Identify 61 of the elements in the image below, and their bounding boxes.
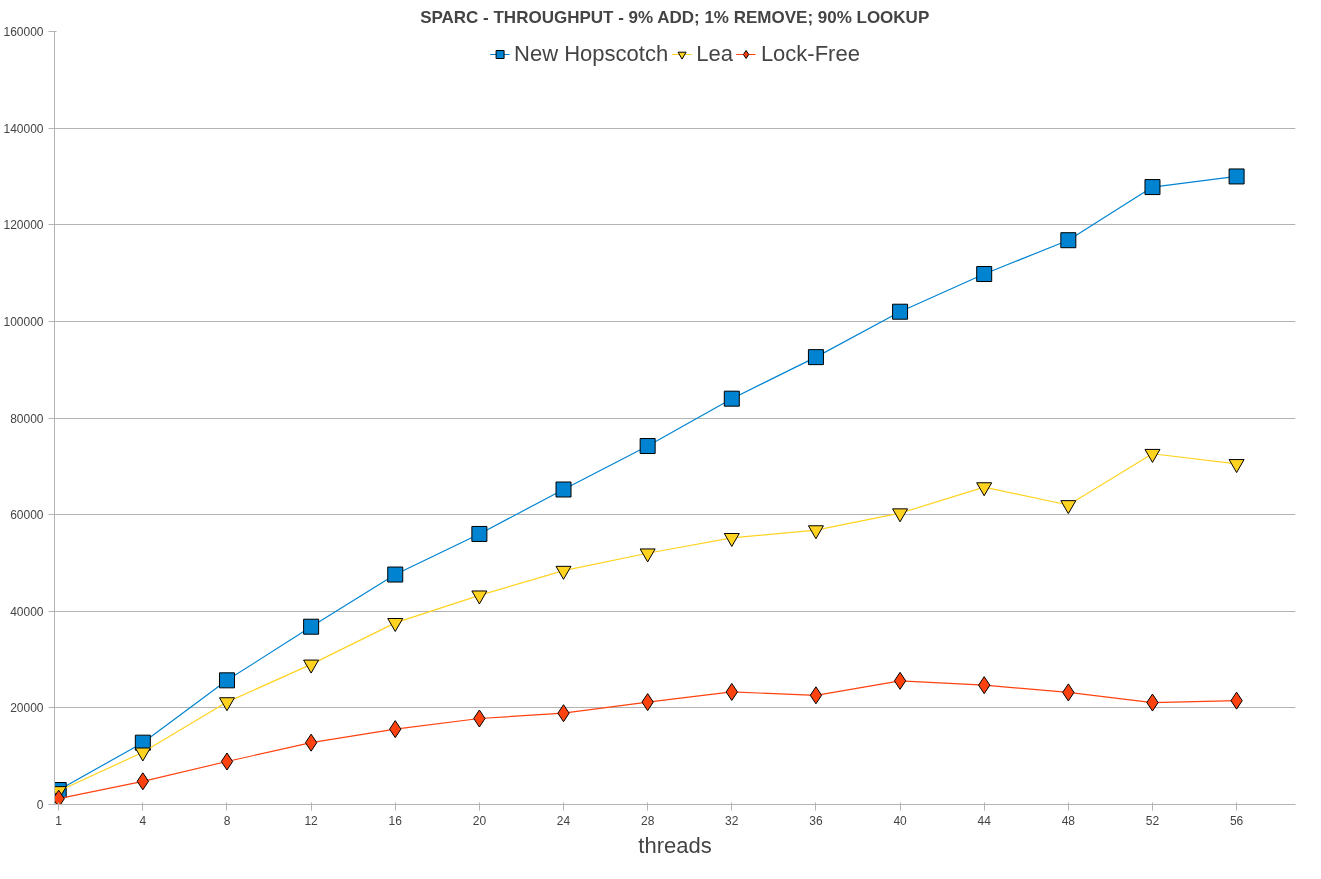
y-tick-label: 160000 [3, 25, 44, 39]
legend-label: New Hopscotch [514, 41, 669, 67]
point [220, 752, 234, 771]
x-tick-label: 28 [640, 813, 655, 828]
x-tick-label: 52 [1145, 813, 1160, 828]
point [303, 659, 320, 674]
x-tick-label: 48 [1061, 813, 1076, 828]
point [134, 747, 151, 762]
point [723, 390, 740, 407]
x-tick-label: 4 [139, 813, 147, 828]
x-tick-label: 1 [55, 813, 63, 828]
y-tick-label: 0 [36, 798, 44, 812]
point [471, 525, 488, 542]
y-tick-label: 20000 [10, 701, 44, 716]
x-axis-title: threads [638, 832, 712, 858]
x-tick-label: 8 [223, 813, 231, 828]
x-tick-label: 56 [1229, 813, 1244, 828]
point [1144, 448, 1161, 463]
point [723, 532, 740, 547]
x-tick-label: 12 [304, 813, 319, 828]
legend-label: Lea [696, 41, 733, 67]
point [639, 548, 656, 563]
x-tick-label: 44 [977, 813, 992, 828]
point [892, 303, 909, 320]
point [1228, 168, 1245, 185]
point [218, 697, 235, 712]
x-tick-label: 36 [809, 813, 823, 828]
y-tick-label: 100000 [3, 314, 44, 329]
legend-label: Lock-Free [760, 41, 860, 67]
point [387, 618, 404, 633]
point [1060, 232, 1077, 249]
point [639, 438, 656, 455]
x-tick-label: 32 [725, 813, 739, 828]
chart-title: SPARC - THROUGHPUT - 9% ADD; 1% REMOVE; 90% LOOKUP [420, 7, 930, 27]
point [555, 481, 572, 498]
y-tick-label: 40000 [10, 604, 44, 619]
point [555, 565, 572, 580]
point [976, 266, 993, 283]
point [136, 772, 150, 791]
point [304, 733, 318, 752]
point [893, 671, 907, 690]
y-tick-label: 60000 [10, 508, 44, 523]
point [1060, 500, 1077, 515]
point [807, 349, 824, 366]
point [303, 618, 320, 635]
point [976, 482, 993, 497]
y-tick-label: 80000 [10, 411, 44, 426]
y-tick-label: 120000 [3, 218, 44, 233]
x-tick-label: 20 [472, 813, 487, 828]
point [1144, 179, 1161, 196]
point [471, 590, 488, 605]
point [809, 686, 823, 705]
x-tick-label: 16 [388, 813, 403, 828]
point [387, 566, 404, 583]
point [218, 672, 235, 689]
point [1228, 459, 1245, 474]
point [807, 525, 824, 540]
x-tick-label: 24 [556, 813, 571, 828]
x-tick-label: 40 [893, 813, 908, 828]
point [892, 508, 909, 523]
y-tick-label: 140000 [3, 121, 44, 136]
